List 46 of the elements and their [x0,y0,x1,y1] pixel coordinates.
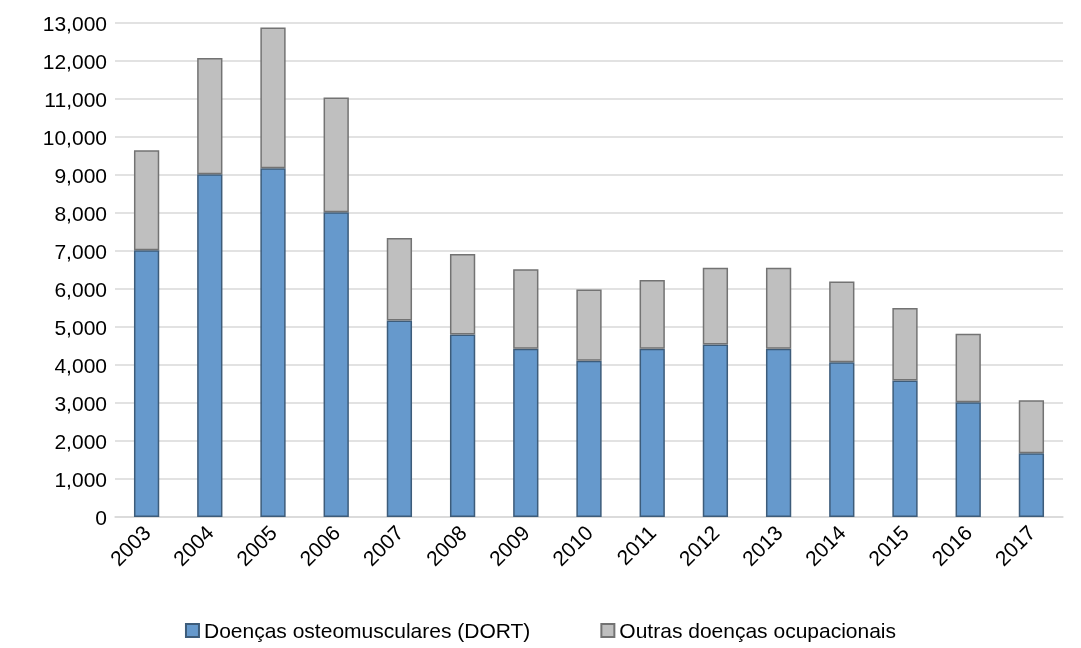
y-tick-label: 8,000 [54,201,107,225]
y-tick-label: 12,000 [42,49,107,73]
y-tick-label: 13,000 [42,11,107,35]
bar [955,333,981,403]
bar [639,279,665,349]
bar [260,27,286,169]
bar [513,348,539,517]
bar [386,320,413,517]
y-tick-label: 7,000 [54,239,107,263]
bar [1018,453,1045,517]
bar [576,289,602,361]
bar [513,269,539,349]
bar [449,254,476,335]
bar [449,334,476,517]
bar [892,380,918,517]
y-tick-label: 0 [95,505,107,529]
y-tick-label: 3,000 [54,391,107,415]
bar [829,362,855,517]
bar [955,402,981,517]
bar [765,267,792,349]
bar [197,174,223,517]
y-tick-label: 10,000 [42,125,107,149]
y-tick-label: 6,000 [54,277,107,301]
y-tick-label: 5,000 [54,315,107,339]
y-tick-label: 11,000 [44,87,107,111]
bar [323,212,349,517]
bar [892,308,918,381]
y-tick-label: 2,000 [54,429,107,453]
bar [133,250,160,517]
bar [197,57,223,175]
bar [765,348,792,517]
bar [639,348,665,517]
y-tick-label: 1,000 [54,467,107,491]
bar [1018,400,1045,454]
legend-label: Outras doenças ocupacionais [619,619,897,642]
bar [386,238,413,321]
bar [576,360,602,517]
y-tick-label: 4,000 [54,353,107,377]
bar [133,150,160,251]
bar [829,281,855,363]
bar [702,344,729,517]
legend-label: Doenças osteomusculares (DORT) [203,619,531,642]
bar [323,97,349,213]
bar [260,168,286,517]
y-tick-label: 9,000 [54,163,107,187]
bar [702,267,729,345]
